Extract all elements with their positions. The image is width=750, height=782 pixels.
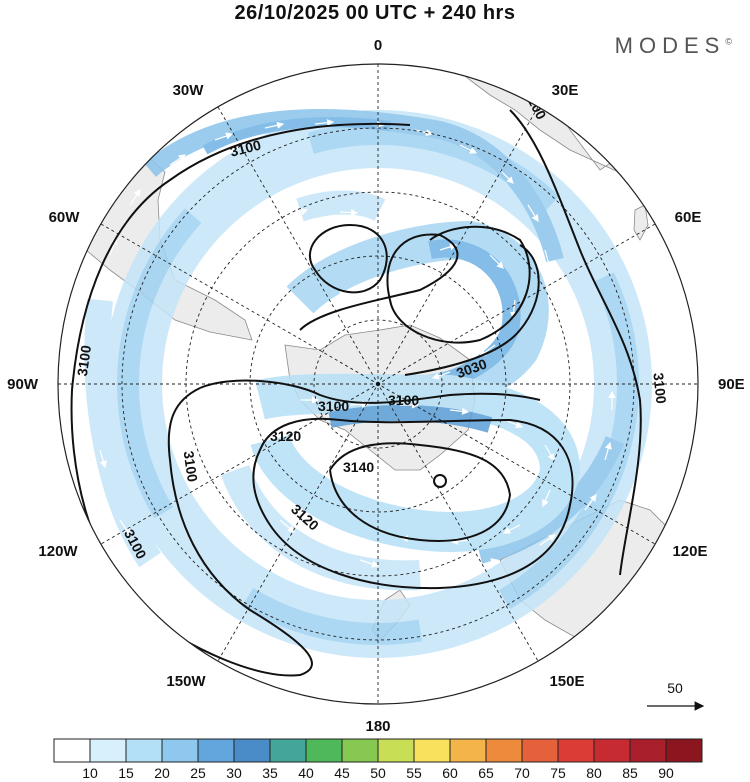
colorbar-tick-label: 60: [442, 765, 458, 781]
vector-reference: 50: [647, 680, 705, 711]
colorbar-tick-label: 75: [550, 765, 566, 781]
colorbar-tick-label: 25: [190, 765, 206, 781]
colorbar-bin: [305, 738, 343, 763]
contour-label: 3100: [388, 392, 419, 408]
colorbar-bin: [53, 738, 91, 763]
lon-label: 150E: [549, 673, 584, 690]
colorbar-tick-label: 50: [370, 765, 386, 781]
contour-label: 3100: [74, 344, 94, 377]
colorbar-tick-label: 35: [262, 765, 278, 781]
colorbar-bin: [377, 738, 415, 763]
lon-label: 30E: [552, 82, 579, 99]
lon-label: 60W: [49, 209, 81, 226]
lon-label: 30W: [173, 82, 205, 99]
contour-3030-loop: [299, 225, 531, 344]
contour-inner-blob: [309, 223, 388, 294]
lon-label: 120W: [38, 543, 78, 560]
colorbar-tick-label: 90: [658, 765, 674, 781]
colorbar-tick-label: 30: [226, 765, 242, 781]
lon-label: 0: [374, 37, 382, 54]
colorbar-tick-label: 45: [334, 765, 350, 781]
lon-label: 180: [365, 718, 390, 735]
map-boundary: [57, 63, 699, 705]
colorbar-tick-label: 85: [622, 765, 638, 781]
contour-3120: [252, 417, 574, 590]
colorbar-tick-label: 80: [586, 765, 602, 781]
contour-label: 3120: [270, 428, 301, 444]
map-title: 26/10/2025 00 UTC + 240 hrs: [234, 2, 516, 24]
colorbar-bin: [449, 738, 487, 763]
colorbar-bin: [269, 738, 307, 763]
lon-label: 90W: [7, 376, 39, 393]
contour-3140-center: [433, 474, 447, 488]
colorbar-tick-label: 65: [478, 765, 494, 781]
colorbar-bin: [233, 738, 271, 763]
pole-marker: [375, 381, 381, 387]
colorbar-bin: [341, 738, 379, 763]
lon-label: 120E: [672, 543, 707, 560]
colorbar: 10 15 20 25 30 35 40 45 50 55 60 65 70 75 80 85 90: [53, 738, 703, 781]
colorbar-tick-label: 70: [514, 765, 530, 781]
contours: [70, 109, 642, 677]
colorbar-tick-label: 20: [154, 765, 170, 781]
colorbar-bin: [665, 738, 703, 763]
colorbar-bin: [197, 738, 235, 763]
colorbar-bin: [413, 738, 451, 763]
colorbar-bin: [521, 738, 559, 763]
lon-label: 90E: [718, 376, 745, 393]
contour-3140: [329, 442, 512, 542]
contour-label: 3100: [650, 372, 669, 405]
colorbar-tick-label: 40: [298, 765, 314, 781]
brand-logo: MODES©: [614, 33, 732, 58]
colorbar-bin: [593, 738, 631, 763]
contour-3030: [404, 244, 540, 376]
contour-3100-center: [199, 379, 541, 404]
colorbar-bin: [161, 738, 199, 763]
colorbar-tick-label: 55: [406, 765, 422, 781]
longitude-labels: 0 30E 60E 90E 120E 150E 180 150W 120W 90…: [7, 37, 745, 735]
colorbar-bin: [125, 738, 163, 763]
colorbar-tick-label: 10: [82, 765, 98, 781]
colorbar-bin: [629, 738, 667, 763]
contour-label: 3100: [318, 398, 349, 414]
lon-label: 150W: [166, 673, 206, 690]
lon-label: 60E: [675, 209, 702, 226]
colorbar-tick-label: 15: [118, 765, 134, 781]
contour-label: 3140: [343, 459, 374, 475]
contour-label: 3100: [228, 137, 262, 160]
colorbar-bin: [485, 738, 523, 763]
contour-3100-east: [509, 109, 642, 576]
contour-label: 3100: [181, 450, 201, 483]
colorbar-bin: [557, 738, 595, 763]
colorbar-bin: [89, 738, 127, 763]
vector-reference-value: 50: [667, 680, 683, 696]
